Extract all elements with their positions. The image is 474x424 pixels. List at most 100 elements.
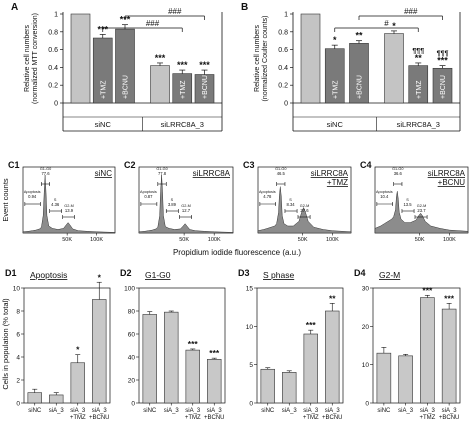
x-tick-label: siNC — [28, 408, 42, 414]
x-tick-label: siA_3 — [207, 408, 223, 414]
x-tick-label: siA_3 — [420, 408, 436, 414]
x-tick-label: siA_3 — [185, 408, 201, 414]
panel-label: C1 — [8, 160, 20, 170]
x-tick-label-2: +BCNU — [322, 415, 343, 421]
y-tick-label: 10 — [362, 362, 370, 369]
panel-label: C2 — [124, 160, 136, 170]
group-label: siLRRC8A_3 — [397, 120, 440, 129]
histogram-area — [22, 174, 116, 234]
y-tick-label: 0 — [54, 101, 58, 108]
y-tick-label: 20 — [128, 378, 136, 385]
histogram-area — [374, 191, 469, 234]
x-tick-label-2: +TMZ — [70, 415, 86, 421]
bar-label: +TMZ — [180, 80, 187, 99]
plot-frame — [372, 287, 461, 404]
sample-label: siLRRC8A — [311, 169, 349, 178]
bar — [207, 358, 222, 404]
x-tick-label: 50K — [62, 237, 72, 243]
x-tick-label: 50K — [298, 237, 308, 243]
gate-label: G1-G0 — [156, 167, 167, 171]
gate-value: 3.89 — [168, 202, 177, 207]
gate-value: 0.87 — [144, 194, 153, 199]
significance: *** — [444, 293, 455, 303]
bar — [441, 308, 457, 404]
x-tick-label-2: +TMZ — [185, 415, 201, 421]
y-tick-label: 20 — [362, 324, 370, 331]
gate-label: G2-M — [64, 204, 74, 208]
y-axis-label: (normalized Coulter counts) — [262, 16, 269, 102]
y-tick-label: 5 — [249, 362, 253, 369]
y-tick-label: 0.4 — [48, 65, 58, 72]
sample-label: siNC — [95, 169, 113, 178]
panel-label: B — [241, 2, 248, 13]
panel-label: D3 — [238, 268, 250, 278]
gate-label: Apoptosis — [140, 190, 157, 194]
bar-label: +TMZ — [100, 80, 107, 99]
bracket-label: ### — [168, 7, 182, 16]
bar — [376, 352, 392, 404]
c-row-x-label: Propidium iodide fluorescence (a.u.) — [173, 248, 301, 257]
gate-value: 12.7 — [182, 208, 191, 213]
bar — [164, 311, 179, 404]
panel-subtitle: G1-G0 — [145, 270, 171, 280]
gate-label: S — [406, 198, 409, 202]
panel-label: D4 — [354, 268, 366, 278]
sample-label: siLRRC8A — [193, 169, 231, 178]
y-tick-label: 15 — [246, 286, 254, 293]
gate-label: Apoptosis — [376, 190, 393, 194]
bracket-label: ### — [146, 19, 160, 28]
bar-label: +TMZ — [332, 80, 339, 99]
significance: *** — [306, 320, 317, 330]
x-tick-label-2: +BCNU — [439, 415, 460, 421]
x-tick-label: siA_3 — [303, 408, 319, 414]
y-tick-label: 0.6 — [278, 47, 288, 54]
bar — [70, 362, 85, 404]
gate-label: G2-M — [181, 204, 191, 208]
significance: *** — [155, 53, 166, 63]
bar — [260, 368, 275, 404]
y-tick-label: 2 — [16, 378, 20, 385]
plot-frame — [23, 287, 111, 404]
panel-label: D2 — [120, 268, 132, 278]
significance: ** — [355, 31, 363, 41]
y-tick-label: 0.8 — [48, 29, 58, 36]
y-tick-label: 0 — [284, 101, 288, 108]
y-tick-label: 0 — [365, 401, 369, 408]
x-tick-label-2: +BCNU — [204, 415, 225, 421]
y-tick-label: 40 — [128, 355, 136, 362]
x-tick-label: siNC — [377, 408, 391, 414]
y-tick-label: 0 — [249, 401, 253, 408]
gate-label: S — [54, 198, 57, 202]
plot-frame — [138, 287, 226, 404]
bar — [150, 65, 170, 104]
x-tick-label: 50K — [415, 237, 425, 243]
gate-value: 8.34 — [286, 202, 295, 207]
y-tick-label: 0 — [131, 401, 135, 408]
group-label: siNC — [327, 120, 344, 129]
bar-label: +BCNU — [202, 75, 209, 99]
significance-paragraph: ¶¶¶ — [437, 51, 449, 58]
significance: *** — [209, 348, 220, 358]
bar-label: +BCNU — [357, 75, 364, 99]
y-tick-label: 6 — [16, 332, 20, 339]
gate-value: 13.5 — [403, 202, 412, 207]
significance: * — [76, 345, 80, 355]
bar — [142, 314, 157, 404]
histogram-area — [138, 174, 234, 234]
gate-label: G2-M — [300, 204, 310, 208]
plot-frame — [256, 287, 344, 404]
significance: ** — [415, 53, 423, 63]
panel-subtitle: G2-M — [379, 270, 400, 280]
y-axis-label: (normalized MTT conversion) — [32, 13, 39, 104]
sample-label-2: +BCNU — [438, 178, 466, 187]
x-tick-label-2: +BCNU — [89, 415, 110, 421]
x-tick-label: siA_3 — [70, 408, 86, 414]
gate-value: 77.6 — [41, 171, 50, 176]
x-tick-label: 50K — [179, 237, 189, 243]
significance: *** — [422, 285, 433, 295]
y-axis-label: Relative cell numbers — [254, 25, 261, 92]
bar — [420, 297, 435, 404]
panel-subtitle: S phase — [263, 270, 294, 280]
gate-label: Apoptosis — [259, 190, 276, 194]
y-tick-label: 1 — [54, 12, 58, 19]
